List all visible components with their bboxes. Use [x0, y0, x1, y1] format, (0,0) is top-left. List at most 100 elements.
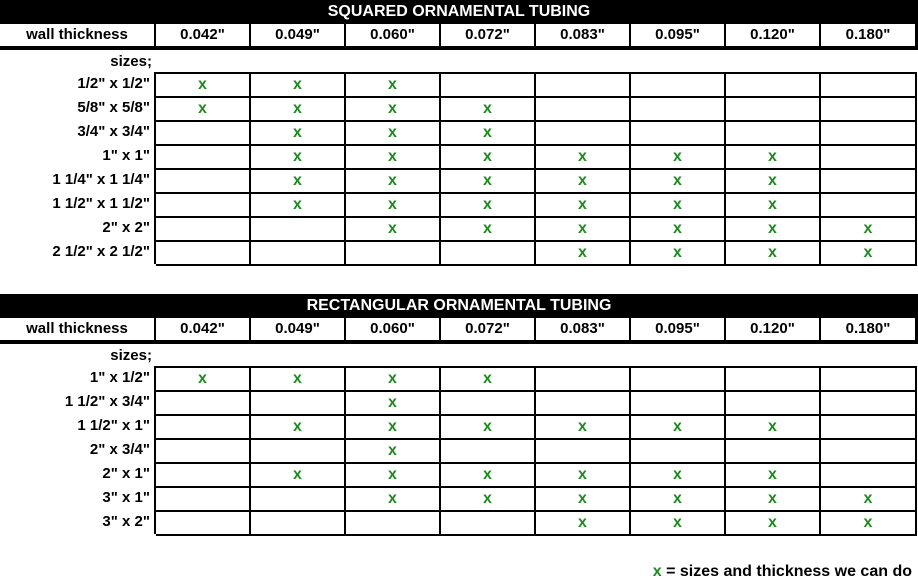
availability-cell: x	[156, 366, 251, 390]
availability-cell: x	[441, 462, 536, 486]
squared-header-row: wall thickness 0.042" 0.049" 0.060" 0.07…	[0, 24, 918, 50]
availability-cell	[631, 366, 726, 390]
availability-cell: x	[821, 216, 917, 240]
table-row: 1" x 1" x x x x x x	[0, 144, 918, 168]
availability-cell: x	[726, 486, 821, 510]
availability-cell	[821, 168, 917, 192]
size-label: 2 1/2" x 2 1/2"	[52, 243, 150, 260]
availability-cell: x	[251, 144, 346, 168]
table-row: 1/2" x 1/2" x x x	[0, 72, 918, 96]
thickness-header: 0.083"	[536, 24, 629, 46]
thickness-header: 0.072"	[441, 318, 534, 340]
availability-cell: x	[346, 414, 441, 438]
availability-cell: x	[726, 144, 821, 168]
table-row: 1 1/4" x 1 1/4" x x x x x x	[0, 168, 918, 192]
availability-cell	[251, 390, 346, 414]
availability-cell: x	[726, 414, 821, 438]
table-row: 3/4" x 3/4" x x x	[0, 120, 918, 144]
availability-cell: x	[631, 462, 726, 486]
availability-cell	[536, 72, 631, 96]
availability-cell: x	[726, 240, 821, 266]
availability-cell	[156, 390, 251, 414]
availability-cell: x	[631, 240, 726, 266]
availability-cell: x	[726, 216, 821, 240]
size-label: 3" x 1"	[102, 489, 150, 506]
availability-cell: x	[346, 120, 441, 144]
availability-cell	[346, 240, 441, 266]
size-label: 1" x 1"	[102, 147, 150, 164]
availability-cell	[156, 216, 251, 240]
availability-cell	[821, 192, 917, 216]
row-cells: x	[154, 390, 917, 414]
availability-cell: x	[631, 414, 726, 438]
availability-cell	[821, 414, 917, 438]
availability-cell	[441, 72, 536, 96]
table-row: 1 1/2" x 1 1/2" x x x x x x	[0, 192, 918, 216]
table-row: 2" x 2" x x x x x x	[0, 216, 918, 240]
availability-cell	[631, 72, 726, 96]
size-label: 1" x 1/2"	[89, 369, 150, 386]
size-label: 1 1/4" x 1 1/4"	[52, 171, 150, 188]
availability-cell	[251, 510, 346, 536]
size-label: 5/8" x 5/8"	[77, 99, 150, 116]
thickness-header: 0.060"	[346, 318, 439, 340]
availability-cell	[726, 390, 821, 414]
availability-cell	[631, 120, 726, 144]
sizes-label: sizes;	[110, 53, 152, 70]
availability-cell: x	[726, 192, 821, 216]
thickness-header: 0.083"	[536, 318, 629, 340]
size-label: 3" x 2"	[102, 513, 150, 530]
availability-cell	[726, 366, 821, 390]
size-label: 2" x 3/4"	[89, 441, 150, 458]
availability-cell: x	[441, 192, 536, 216]
availability-cell: x	[346, 216, 441, 240]
availability-cell	[726, 72, 821, 96]
availability-cell	[631, 438, 726, 462]
availability-cell: x	[251, 462, 346, 486]
size-label: 2" x 2"	[102, 219, 150, 236]
size-label: 2" x 1"	[102, 465, 150, 482]
availability-cell: x	[536, 168, 631, 192]
availability-cell	[821, 96, 917, 120]
wall-thickness-label: wall thickness	[0, 318, 154, 340]
availability-cell: x	[346, 72, 441, 96]
availability-cell	[726, 96, 821, 120]
availability-cell	[251, 438, 346, 462]
availability-cell	[726, 438, 821, 462]
thickness-header: 0.095"	[631, 24, 724, 46]
thickness-header: 0.120"	[726, 318, 819, 340]
thickness-header: 0.072"	[441, 24, 534, 46]
availability-cell	[821, 462, 917, 486]
availability-cell	[251, 486, 346, 510]
availability-cell: x	[251, 168, 346, 192]
thickness-header: 0.180"	[821, 24, 915, 46]
availability-cell: x	[346, 390, 441, 414]
availability-cell	[536, 438, 631, 462]
availability-cell	[536, 366, 631, 390]
availability-cell	[821, 438, 917, 462]
availability-cell	[821, 120, 917, 144]
availability-cell	[156, 414, 251, 438]
availability-cell: x	[631, 486, 726, 510]
availability-cell: x	[536, 192, 631, 216]
availability-cell: x	[251, 414, 346, 438]
availability-cell: x	[821, 510, 917, 536]
availability-cell	[536, 120, 631, 144]
squared-tubing-table: SQUARED ORNAMENTAL TUBING wall thickness…	[0, 0, 918, 266]
availability-cell: x	[536, 414, 631, 438]
table-row: 1 1/2" x 3/4" x	[0, 390, 918, 414]
availability-cell	[821, 390, 917, 414]
availability-cell	[156, 462, 251, 486]
availability-cell: x	[251, 96, 346, 120]
availability-cell	[251, 216, 346, 240]
availability-cell: x	[536, 486, 631, 510]
size-label: 1 1/2" x 1 1/2"	[52, 195, 150, 212]
size-label: 1 1/2" x 3/4"	[64, 393, 150, 410]
availability-cell	[251, 240, 346, 266]
rectangular-tubing-title: RECTANGULAR ORNAMENTAL TUBING	[0, 294, 918, 318]
